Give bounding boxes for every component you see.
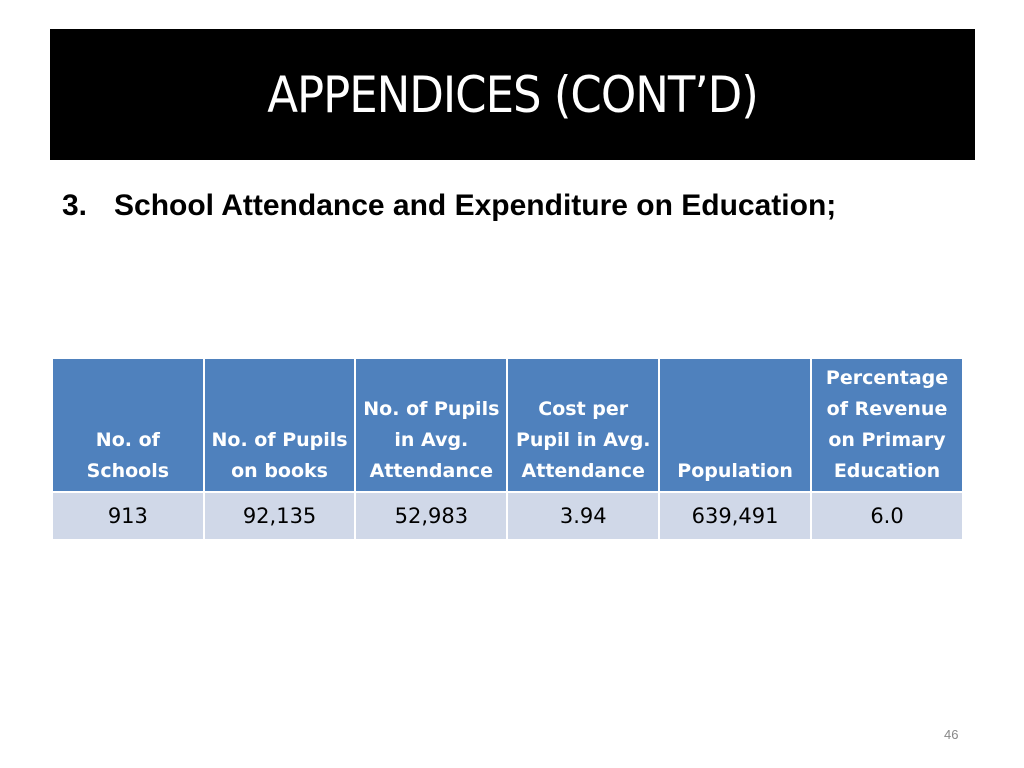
data-table: No. of Schools No. of Pupils on books No… bbox=[51, 357, 964, 541]
column-header: Population bbox=[658, 357, 813, 493]
slide-title: APPENDICES (CONT’D) bbox=[50, 29, 975, 160]
table-row: 913 92,135 52,983 3.94 639,491 6.0 bbox=[51, 491, 964, 541]
table-cell: 913 bbox=[51, 491, 205, 541]
column-header: No. of Pupils on books bbox=[202, 357, 357, 493]
column-header: Percentage of Revenue on Primary Educati… bbox=[810, 357, 964, 493]
table-cell: 92,135 bbox=[202, 491, 357, 541]
column-header: No. of Pupils in Avg. Attendance bbox=[354, 357, 509, 493]
section-heading: 3. School Attendance and Expenditure on E… bbox=[62, 189, 836, 223]
column-header: Cost per Pupil in Avg. Attendance bbox=[506, 357, 661, 493]
section-text: School Attendance and Expenditure on Edu… bbox=[114, 189, 837, 222]
table-cell: 6.0 bbox=[810, 491, 964, 541]
header-row: No. of Schools No. of Pupils on books No… bbox=[51, 357, 964, 493]
table-cell: 639,491 bbox=[658, 491, 813, 541]
table-cell: 3.94 bbox=[506, 491, 661, 541]
page-number: 46 bbox=[944, 727, 959, 742]
section-number: 3. bbox=[62, 189, 88, 222]
column-header: No. of Schools bbox=[51, 357, 205, 493]
table-cell: 52,983 bbox=[354, 491, 509, 541]
